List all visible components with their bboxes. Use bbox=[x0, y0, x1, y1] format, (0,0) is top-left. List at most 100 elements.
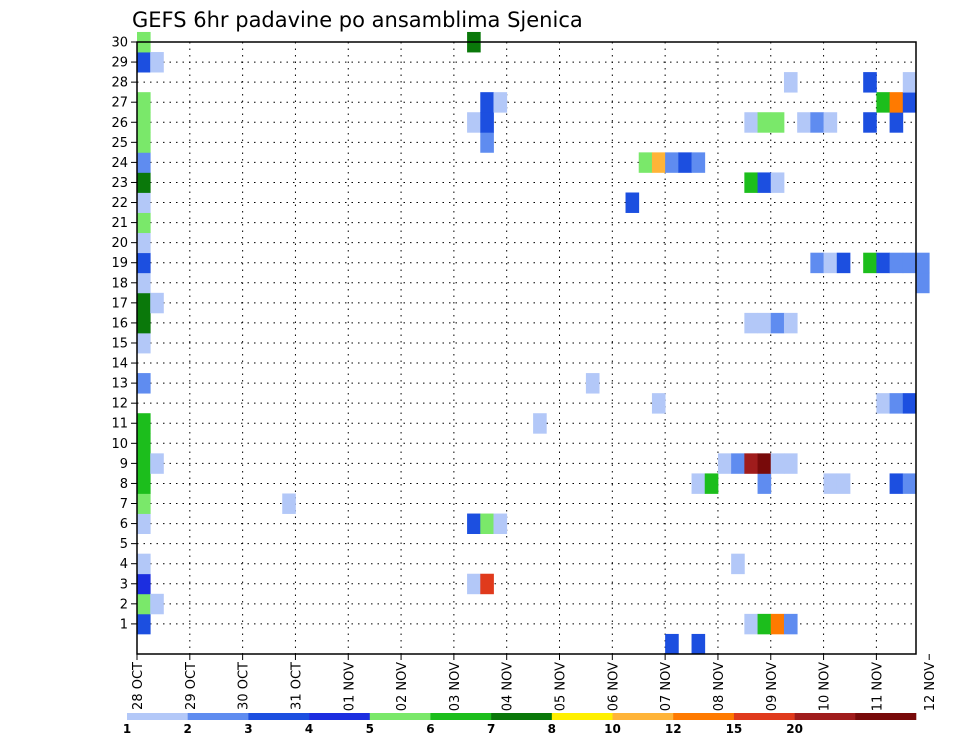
precip-cell bbox=[691, 633, 706, 655]
precip-cell bbox=[480, 513, 494, 535]
colorbar-swatch bbox=[733, 713, 795, 720]
precip-cell bbox=[533, 413, 547, 434]
x-tick-label: 28 OCT bbox=[131, 662, 146, 710]
colorbar-label: 2 bbox=[184, 722, 192, 736]
precip-cell bbox=[902, 473, 917, 494]
precip-cell bbox=[665, 152, 679, 173]
y-tick-label: 15 bbox=[111, 336, 128, 351]
x-tick-label: 11 NOV bbox=[870, 662, 885, 711]
precip-cell bbox=[467, 112, 481, 133]
x-tick-label: 05 NOV bbox=[554, 662, 569, 711]
precip-cell bbox=[757, 473, 772, 494]
x-tick-label: 29 OCT bbox=[184, 662, 199, 710]
y-tick-label: 4 bbox=[120, 557, 128, 572]
x-tick-label: 07 NOV bbox=[659, 662, 674, 711]
precip-cell bbox=[585, 373, 600, 394]
precip-cell bbox=[810, 112, 824, 133]
y-tick-label: 27 bbox=[111, 96, 128, 111]
precip-cell bbox=[137, 212, 151, 234]
colorbar-label: 12 bbox=[665, 722, 682, 736]
colorbar-label: 4 bbox=[305, 722, 313, 736]
precip-cell bbox=[137, 272, 151, 294]
precip-cell bbox=[137, 473, 151, 494]
precip-cell bbox=[137, 573, 151, 595]
precip-cell bbox=[770, 453, 785, 474]
precip-cell bbox=[480, 112, 494, 133]
precip-cell bbox=[783, 312, 798, 334]
precip-cell bbox=[137, 493, 151, 514]
precip-cell bbox=[480, 92, 494, 113]
y-tick-label: 18 bbox=[111, 276, 128, 291]
y-tick-label: 19 bbox=[111, 256, 128, 271]
precip-cell bbox=[137, 172, 151, 193]
colorbar-swatch bbox=[794, 713, 856, 720]
colorbar-legend: 1 2 3 4 5 6 7 8 10 12 15 20 bbox=[123, 713, 917, 736]
colorbar-swatch bbox=[855, 713, 917, 720]
y-tick-label: 7 bbox=[120, 497, 128, 512]
y-tick-label: 3 bbox=[120, 577, 128, 592]
colorbar-label: 10 bbox=[604, 722, 621, 736]
precip-cell bbox=[744, 312, 758, 334]
precip-cell bbox=[770, 613, 785, 635]
precip-cell bbox=[889, 112, 904, 133]
precip-cell bbox=[137, 232, 151, 254]
y-tick-label: 17 bbox=[111, 296, 128, 311]
precip-cell bbox=[836, 473, 851, 494]
precip-cell bbox=[916, 252, 930, 274]
precip-cell bbox=[467, 513, 481, 535]
precip-cell bbox=[150, 593, 164, 615]
colorbar-label: 8 bbox=[548, 722, 556, 736]
x-tick-label: 02 NOV bbox=[395, 662, 410, 711]
colorbar-label: 7 bbox=[487, 722, 495, 736]
precip-cell bbox=[810, 252, 824, 274]
y-tick-label: 21 bbox=[111, 216, 128, 231]
colorbar-label: 3 bbox=[244, 722, 252, 736]
colorbar-label: 5 bbox=[366, 722, 374, 736]
precip-cell bbox=[480, 573, 494, 595]
colorbar-label: 6 bbox=[426, 722, 434, 736]
precip-cell bbox=[876, 393, 890, 414]
y-tick-label: 1 bbox=[120, 617, 128, 632]
precip-cell bbox=[836, 252, 851, 274]
precip-cell bbox=[691, 152, 706, 173]
x-tick-label: 31 OCT bbox=[289, 662, 304, 710]
precip-cell bbox=[902, 72, 917, 93]
precip-cell bbox=[137, 373, 151, 394]
precip-cell bbox=[665, 633, 679, 655]
y-tick-label: 13 bbox=[111, 377, 128, 392]
x-tick-label: 01 NOV bbox=[342, 662, 357, 711]
y-tick-label: 6 bbox=[120, 517, 128, 532]
y-tick-label: 5 bbox=[120, 537, 128, 552]
precip-cell bbox=[823, 112, 838, 133]
precip-cell bbox=[757, 312, 772, 334]
precip-cell bbox=[691, 473, 706, 494]
colorbar-swatch bbox=[248, 713, 310, 720]
precip-cell bbox=[150, 292, 164, 314]
x-tick-label: 30 OCT bbox=[237, 662, 252, 710]
y-tick-label: 14 bbox=[111, 357, 128, 372]
precip-cell bbox=[744, 613, 758, 635]
colorbar-swatch bbox=[369, 713, 431, 720]
precip-cell bbox=[137, 252, 151, 274]
colorbar-swatch bbox=[551, 713, 613, 720]
precip-cell bbox=[783, 453, 798, 474]
precip-cell bbox=[717, 453, 732, 474]
precip-cell bbox=[757, 172, 772, 193]
precip-cell bbox=[137, 152, 151, 173]
precip-cell bbox=[493, 92, 508, 113]
y-tick-label: 9 bbox=[120, 457, 128, 472]
x-tick-label: 03 NOV bbox=[448, 662, 463, 711]
precip-cell bbox=[137, 192, 151, 213]
precip-cell bbox=[757, 613, 772, 635]
precip-cell bbox=[823, 252, 838, 274]
precip-cell bbox=[137, 413, 151, 434]
precip-cell bbox=[744, 172, 758, 193]
y-tick-label: 24 bbox=[111, 156, 128, 171]
precip-cell bbox=[876, 252, 890, 274]
precip-cell bbox=[889, 252, 904, 274]
colorbar-label: 1 bbox=[123, 722, 131, 736]
precip-cell bbox=[625, 192, 640, 213]
precip-cell bbox=[902, 252, 917, 274]
precip-cell bbox=[137, 513, 151, 535]
precip-cell bbox=[902, 92, 917, 113]
